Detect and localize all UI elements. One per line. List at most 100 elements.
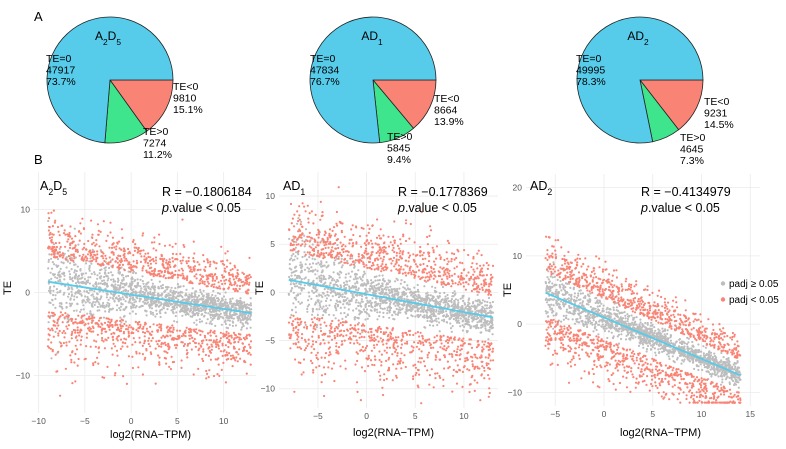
sig-point	[227, 286, 230, 289]
sig-point	[382, 255, 386, 258]
nonsig-point	[465, 322, 468, 325]
sig-point	[80, 315, 84, 318]
sig-point	[193, 275, 196, 278]
nonsig-point	[111, 297, 114, 300]
nonsig-point	[75, 296, 79, 299]
nonsig-point	[382, 315, 385, 319]
sig-point	[118, 247, 121, 250]
sig-point	[249, 340, 253, 343]
sig-point	[57, 332, 60, 335]
sig-point	[311, 335, 314, 338]
sig-point	[387, 245, 391, 248]
sig-point	[452, 368, 455, 372]
nonsig-point	[380, 284, 383, 287]
nonsig-point	[416, 290, 419, 293]
sig-point	[95, 260, 98, 263]
sig-point	[180, 335, 183, 338]
sig-point	[65, 341, 68, 344]
sig-point	[475, 283, 478, 286]
nonsig-point	[400, 297, 403, 300]
sig-point	[91, 319, 94, 322]
nonsig-point	[175, 306, 178, 309]
sig-point	[180, 267, 183, 270]
nonsig-point	[249, 318, 252, 321]
sig-point	[140, 249, 143, 252]
nonsig-point	[101, 279, 104, 282]
sig-point	[155, 340, 158, 343]
pie-te-zero-percent: 76.7%	[310, 76, 340, 88]
nonsig-point	[343, 300, 346, 303]
nonsig-point	[395, 292, 398, 295]
sig-point	[160, 345, 163, 348]
sig-point	[83, 242, 86, 246]
sig-point	[289, 347, 292, 350]
nonsig-point	[477, 326, 480, 330]
sig-point	[67, 255, 70, 258]
sig-point	[196, 261, 199, 264]
nonsig-point	[357, 269, 360, 272]
sig-point	[72, 321, 75, 324]
sig-point	[169, 276, 172, 279]
sig-point	[92, 330, 95, 333]
nonsig-point	[445, 313, 448, 316]
nonsig-point	[212, 289, 215, 293]
nonsig-point	[141, 275, 144, 278]
sig-point	[154, 256, 158, 259]
sig-point	[158, 361, 161, 364]
nonsig-point	[347, 303, 350, 306]
sig-point	[48, 217, 51, 220]
sig-point	[231, 365, 234, 368]
nonsig-point	[382, 311, 385, 314]
nonsig-point	[428, 324, 431, 327]
sig-point	[47, 327, 50, 330]
sig-point	[123, 322, 126, 326]
sig-point	[115, 248, 118, 251]
sig-point	[101, 339, 104, 342]
sig-point	[398, 362, 402, 365]
nonsig-point	[336, 285, 339, 288]
sig-point	[221, 282, 224, 286]
nonsig-point	[90, 262, 93, 265]
nonsig-point	[491, 311, 495, 314]
nonsig-point	[425, 315, 428, 319]
sig-point	[366, 266, 369, 269]
sig-point	[360, 259, 363, 263]
nonsig-point	[339, 312, 342, 315]
nonsig-point	[395, 277, 398, 280]
sig-point	[134, 341, 137, 344]
sig-point	[396, 354, 399, 357]
sig-point	[189, 330, 192, 333]
sig-point	[201, 342, 204, 345]
sig-point	[160, 336, 163, 339]
nonsig-point	[450, 298, 453, 301]
sig-point	[145, 271, 149, 274]
nonsig-point	[306, 266, 309, 269]
sig-point	[77, 230, 81, 233]
sig-point	[107, 320, 110, 323]
sig-point	[206, 343, 209, 346]
nonsig-point	[129, 301, 132, 304]
sig-point	[209, 329, 212, 332]
nonsig-point	[360, 298, 363, 301]
nonsig-point	[121, 296, 124, 299]
sig-point	[96, 250, 99, 253]
nonsig-point	[49, 271, 52, 274]
sig-point	[226, 336, 229, 340]
nonsig-point	[179, 305, 182, 308]
sig-point	[236, 289, 239, 292]
nonsig-point	[341, 317, 344, 320]
nonsig-point	[359, 311, 362, 314]
sig-point	[211, 345, 214, 348]
sig-point	[70, 337, 73, 340]
nonsig-point	[52, 293, 55, 297]
sig-point	[158, 356, 161, 359]
sig-point	[412, 375, 415, 378]
sig-point	[366, 257, 369, 260]
nonsig-point	[320, 274, 323, 277]
nonsig-point	[247, 314, 250, 317]
sig-point	[121, 324, 124, 328]
nonsig-point	[419, 313, 422, 317]
sig-point	[317, 249, 320, 252]
sig-point	[128, 261, 131, 264]
